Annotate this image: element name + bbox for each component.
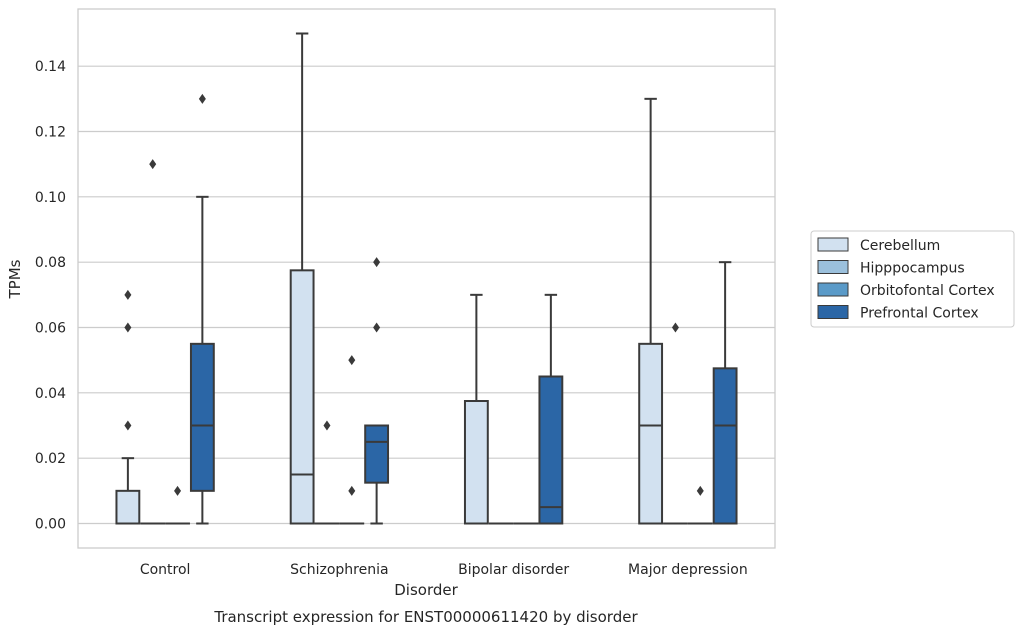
y-axis-label: TPMs [6,259,24,299]
legend-swatch [817,305,849,319]
box-2-3 [687,485,713,525]
legend-label: Prefrontal Cortex [860,306,979,322]
box-body [638,342,664,525]
box-body [115,489,141,525]
box-2-1 [339,355,365,525]
outlier-point [348,355,356,366]
y-tick-label: 0.06 [35,321,66,337]
outlier-point [373,257,381,268]
outlier-point [323,420,331,431]
box-0-2 [463,293,489,525]
y-tick-label: 0.04 [35,386,66,402]
box-0-3 [638,97,664,525]
legend-label: Orbitofontal Cortex [860,283,995,299]
legend-label: Hipppocampus [860,261,965,277]
outlier-point [124,322,132,333]
box-0-0 [115,289,141,525]
legend-swatch [817,282,849,297]
outlier-point [174,485,182,496]
box-1-1 [314,420,340,525]
outlier-point [198,93,206,104]
outlier-point [124,289,132,300]
box-body [289,269,315,525]
outlier-point [149,159,157,170]
box-body [463,400,489,525]
y-tick-label: 0.08 [35,255,66,271]
y-tick-label: 0.00 [35,517,66,533]
y-tick-label: 0.10 [35,190,66,206]
box-0-1 [289,32,315,525]
box-3-2 [538,293,564,525]
legend-frame [810,230,1015,328]
plot-background [78,9,775,548]
box-2-0 [165,485,190,525]
x-tick-label: Schizophrenia [290,562,388,578]
outlier-point [671,322,679,333]
outlier-point [124,420,132,431]
outlier-point [348,485,356,496]
legend-swatch [817,237,849,252]
chart-caption: Transcript expression for ENST0000061142… [213,608,638,626]
box-body [538,375,564,525]
outlier-point [696,485,704,496]
y-tick-label: 0.12 [35,125,66,141]
y-tick-label: 0.02 [35,451,66,467]
legend-swatch [817,260,849,274]
y-axis: 0.00 0.02 0.04 0.06 0.08 0.10 0.12 0.14 [35,59,66,532]
box-1-3 [663,322,688,525]
box-3-3 [712,261,738,525]
plot-frame [77,8,776,549]
legend-label: Cerebellum [860,238,940,254]
legend: Cerebellum Hipppocampus Orbitofontal Corte… [810,230,1015,328]
boxplots [115,32,738,525]
x-tick-label: Major depression [628,562,748,578]
x-tick-label: Control [140,562,191,578]
x-axis-label: Disorder [394,581,458,599]
outlier-point [373,322,381,333]
box-3-1 [364,257,390,525]
box-body [364,424,390,484]
box-3-0 [189,93,215,525]
y-tick-label: 0.14 [35,59,66,75]
box-1-0 [140,159,166,525]
box-body [189,342,215,492]
box-body [712,367,738,525]
x-tick-label: Bipolar disorder [458,562,569,578]
x-axis: Control Schizophrenia Bipolar disorder Majo… [140,562,748,578]
